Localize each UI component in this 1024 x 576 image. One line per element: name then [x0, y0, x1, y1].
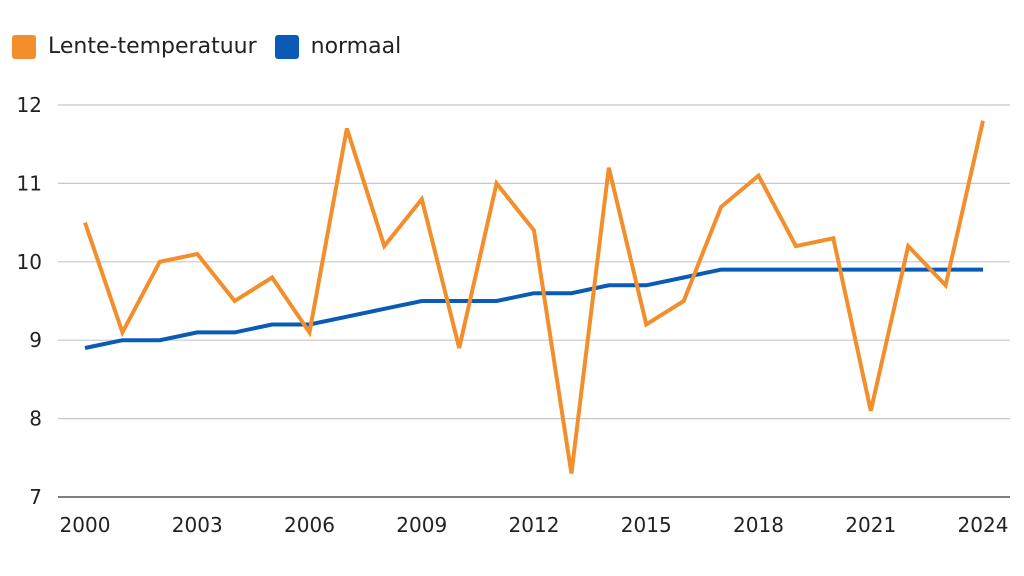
legend-item-lente: Lente-temperatuur — [12, 34, 257, 59]
x-tick-label: 2012 — [509, 513, 560, 537]
legend-swatch-normaal — [274, 34, 299, 59]
x-tick-label: 2024 — [958, 513, 1009, 537]
chart-series — [83, 120, 985, 474]
legend-label-lente: Lente-temperatuur — [48, 34, 257, 59]
x-tick-label: 2015 — [621, 513, 672, 537]
y-tick-label: 12 — [17, 93, 42, 117]
x-tick-label: 2018 — [733, 513, 784, 537]
x-tick-label: 2003 — [172, 513, 223, 537]
y-axis-ticks: 7 8 9 10 11 12 — [17, 93, 42, 509]
x-axis-ticks: 2000 2003 2006 2009 2012 2015 2018 2021 2024 — [60, 513, 1009, 537]
chart-gridlines — [58, 104, 1010, 498]
y-tick-label: 11 — [17, 171, 42, 195]
x-tick-label: 2000 — [60, 513, 111, 537]
y-tick-label: 9 — [29, 328, 42, 352]
legend-swatch-lente — [12, 34, 36, 59]
y-tick-label: 7 — [29, 485, 42, 509]
y-tick-label: 8 — [29, 407, 42, 431]
x-tick-label: 2021 — [845, 513, 896, 537]
series-line-lente — [83, 120, 985, 474]
x-tick-label: 2009 — [396, 513, 447, 537]
legend-label-normaal: normaal — [310, 34, 402, 59]
series-line-normaal — [84, 267, 983, 350]
x-tick-label: 2006 — [284, 513, 335, 537]
legend-item-normaal: normaal — [274, 34, 402, 59]
chart-legend: Lente-temperatuur normaal — [12, 34, 419, 59]
y-tick-label: 10 — [17, 250, 42, 274]
